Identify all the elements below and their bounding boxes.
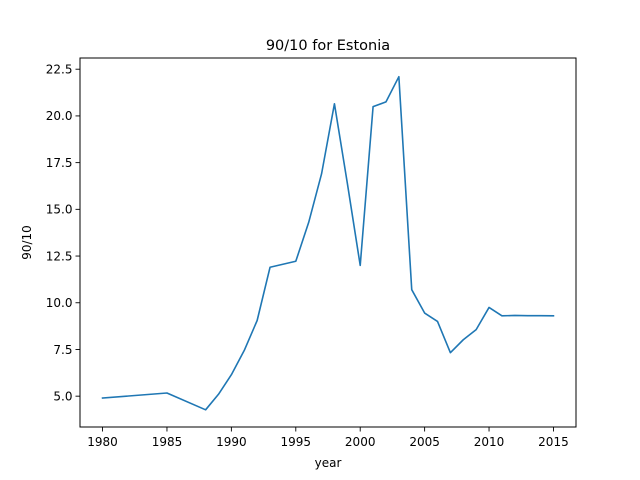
x-axis-label: year <box>315 456 342 470</box>
y-tick-label: 7.5 <box>53 343 72 357</box>
y-axis-label: 90/10 <box>20 225 34 260</box>
x-tick-label: 2000 <box>345 435 376 449</box>
chart-title: 90/10 for Estonia <box>266 38 390 54</box>
x-axis-ticks: 1980 1985 1990 1995 2000 2005 2010 2015 <box>87 427 569 449</box>
x-tick-label: 2005 <box>409 435 440 449</box>
y-tick-label: 20.0 <box>46 109 73 123</box>
x-tick-label: 1990 <box>216 435 247 449</box>
y-tick-label: 15.0 <box>46 203 73 217</box>
y-tick-label: 17.5 <box>46 156 73 170</box>
y-axis-ticks: 5.0 7.5 10.0 12.5 15.0 17.5 20.0 22.5 <box>46 63 80 403</box>
y-tick-label: 22.5 <box>46 63 73 77</box>
y-tick-label: 5.0 <box>53 389 72 403</box>
x-tick-label: 1995 <box>281 435 312 449</box>
plot-area <box>101 75 555 411</box>
y-tick-label: 10.0 <box>46 296 73 310</box>
axes-frame <box>79 57 577 428</box>
x-tick-label: 2010 <box>474 435 505 449</box>
y-tick-label: 12.5 <box>46 249 73 263</box>
series-line-0 <box>101 75 555 411</box>
x-tick-label: 1980 <box>87 435 118 449</box>
x-tick-label: 1985 <box>152 435 183 449</box>
x-tick-label: 2015 <box>538 435 569 449</box>
